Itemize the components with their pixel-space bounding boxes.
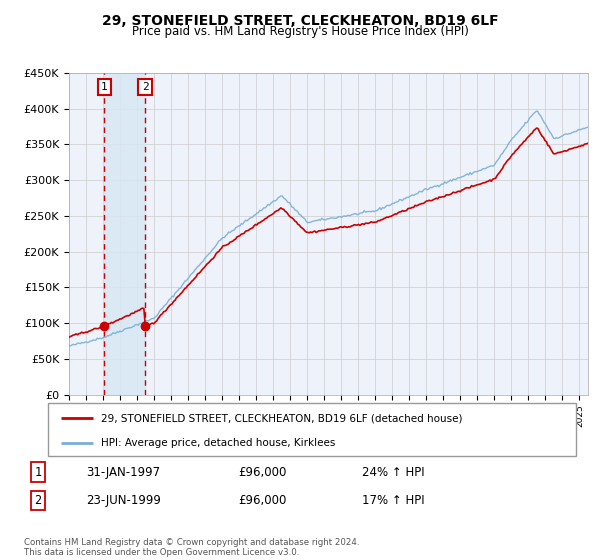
Text: 1: 1 [101, 82, 108, 92]
FancyBboxPatch shape [48, 403, 576, 456]
Text: 17% ↑ HPI: 17% ↑ HPI [362, 494, 425, 507]
Text: 29, STONEFIELD STREET, CLECKHEATON, BD19 6LF: 29, STONEFIELD STREET, CLECKHEATON, BD19… [101, 14, 499, 28]
Text: Price paid vs. HM Land Registry's House Price Index (HPI): Price paid vs. HM Land Registry's House … [131, 25, 469, 38]
Bar [104, 73, 145, 395]
Text: 31-JAN-1997: 31-JAN-1997 [86, 465, 160, 479]
Text: Contains HM Land Registry data © Crown copyright and database right 2024.
This d: Contains HM Land Registry data © Crown c… [24, 538, 359, 557]
Text: 2: 2 [142, 82, 148, 92]
Text: 24% ↑ HPI: 24% ↑ HPI [362, 465, 425, 479]
Text: 2: 2 [35, 494, 41, 507]
Text: 1: 1 [35, 465, 41, 479]
Text: 29, STONEFIELD STREET, CLECKHEATON, BD19 6LF (detached house): 29, STONEFIELD STREET, CLECKHEATON, BD19… [101, 413, 463, 423]
Text: HPI: Average price, detached house, Kirklees: HPI: Average price, detached house, Kirk… [101, 438, 335, 448]
Text: £96,000: £96,000 [238, 494, 287, 507]
Text: 23-JUN-1999: 23-JUN-1999 [86, 494, 161, 507]
Text: £96,000: £96,000 [238, 465, 287, 479]
